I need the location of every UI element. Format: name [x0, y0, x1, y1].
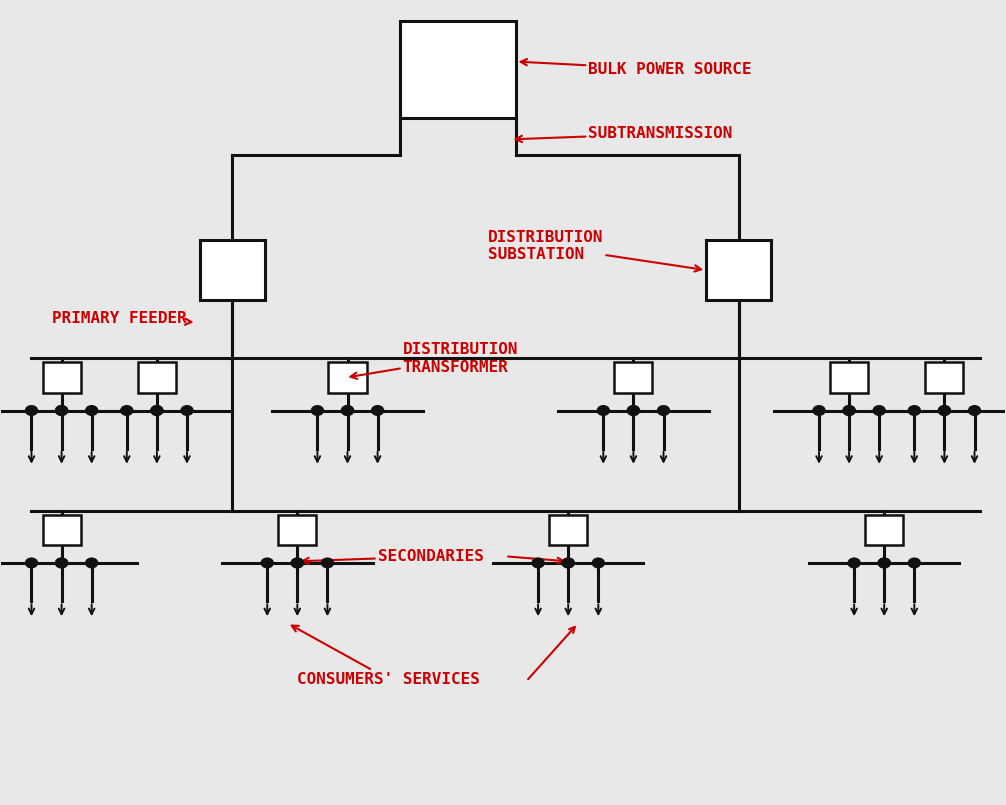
Bar — [400, 22, 515, 118]
Text: BULK POWER SOURCE: BULK POWER SOURCE — [521, 59, 751, 77]
Bar — [42, 515, 80, 545]
Bar — [615, 362, 653, 393]
Circle shape — [628, 406, 640, 415]
Circle shape — [292, 558, 304, 568]
Text: SUBTRANSMISSION: SUBTRANSMISSION — [516, 126, 732, 142]
Circle shape — [25, 558, 37, 568]
Circle shape — [813, 406, 825, 415]
Circle shape — [86, 406, 98, 415]
Circle shape — [181, 406, 193, 415]
Circle shape — [532, 558, 544, 568]
Circle shape — [939, 406, 951, 415]
Circle shape — [25, 406, 37, 415]
Circle shape — [878, 558, 890, 568]
Circle shape — [151, 406, 163, 415]
Circle shape — [55, 406, 67, 415]
Bar — [42, 362, 80, 393]
Text: DISTRIBUTION
SUBSTATION: DISTRIBUTION SUBSTATION — [488, 230, 701, 271]
Bar — [279, 515, 317, 545]
Circle shape — [292, 558, 304, 568]
Bar — [199, 240, 265, 300]
Circle shape — [658, 406, 670, 415]
Circle shape — [55, 558, 67, 568]
Circle shape — [843, 406, 855, 415]
Text: PRIMARY FEEDER: PRIMARY FEEDER — [51, 311, 191, 326]
Circle shape — [593, 558, 605, 568]
Circle shape — [312, 406, 323, 415]
Circle shape — [843, 406, 855, 415]
Circle shape — [55, 558, 67, 568]
Circle shape — [262, 558, 274, 568]
Circle shape — [341, 406, 353, 415]
Circle shape — [151, 406, 163, 415]
Circle shape — [371, 406, 383, 415]
Circle shape — [321, 558, 333, 568]
Circle shape — [341, 406, 353, 415]
Circle shape — [121, 406, 133, 415]
Circle shape — [562, 558, 574, 568]
Circle shape — [908, 558, 920, 568]
Circle shape — [86, 558, 98, 568]
Bar — [830, 362, 868, 393]
Bar — [328, 362, 366, 393]
Text: SECONDARIES: SECONDARIES — [303, 549, 484, 564]
Circle shape — [628, 406, 640, 415]
Circle shape — [873, 406, 885, 415]
Circle shape — [55, 406, 67, 415]
Circle shape — [598, 406, 610, 415]
Circle shape — [908, 406, 920, 415]
Bar — [865, 515, 903, 545]
Bar — [706, 240, 772, 300]
Circle shape — [562, 558, 574, 568]
Bar — [926, 362, 964, 393]
Bar — [549, 515, 588, 545]
Text: CONSUMERS' SERVICES: CONSUMERS' SERVICES — [292, 625, 480, 687]
Text: DISTRIBUTION
TRANSFORMER: DISTRIBUTION TRANSFORMER — [350, 342, 518, 379]
Circle shape — [848, 558, 860, 568]
Bar — [138, 362, 176, 393]
Circle shape — [969, 406, 981, 415]
Circle shape — [939, 406, 951, 415]
Circle shape — [878, 558, 890, 568]
